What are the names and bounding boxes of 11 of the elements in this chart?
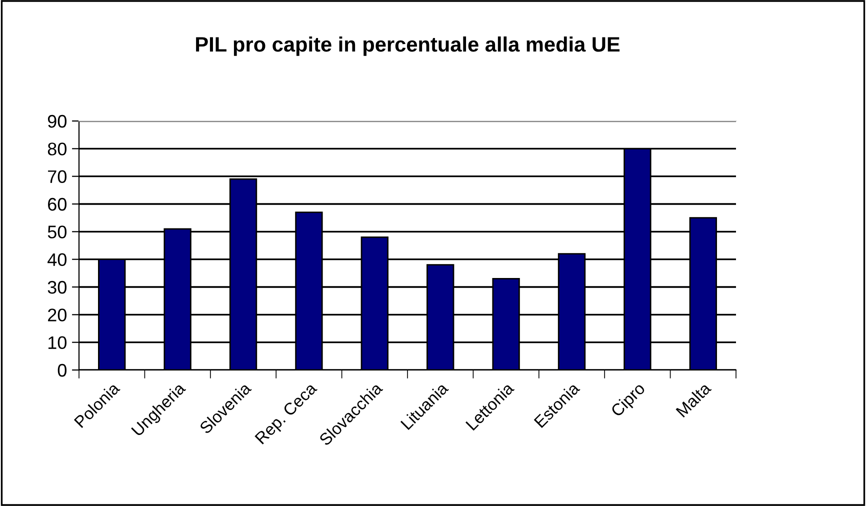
y-tick-label: 30 [48, 280, 66, 294]
y-tick-label: 0 [58, 364, 66, 377]
y-tick-label: 70 [48, 170, 66, 184]
y-tick-label: 20 [48, 308, 66, 322]
y-tick-label: 80 [48, 142, 66, 156]
chart-title: PIL pro capite in percentuale alla media UE [196, 36, 620, 56]
y-tick-label: 50 [48, 226, 66, 238]
y-tick-label: 10 [48, 336, 66, 350]
y-tick-label: 40 [48, 253, 66, 266]
y-tick-label: 60 [48, 198, 66, 211]
y-tick-label: 90 [48, 114, 66, 128]
